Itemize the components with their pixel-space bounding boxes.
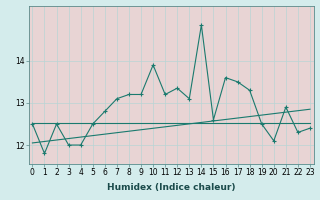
X-axis label: Humidex (Indice chaleur): Humidex (Indice chaleur)	[107, 183, 236, 192]
